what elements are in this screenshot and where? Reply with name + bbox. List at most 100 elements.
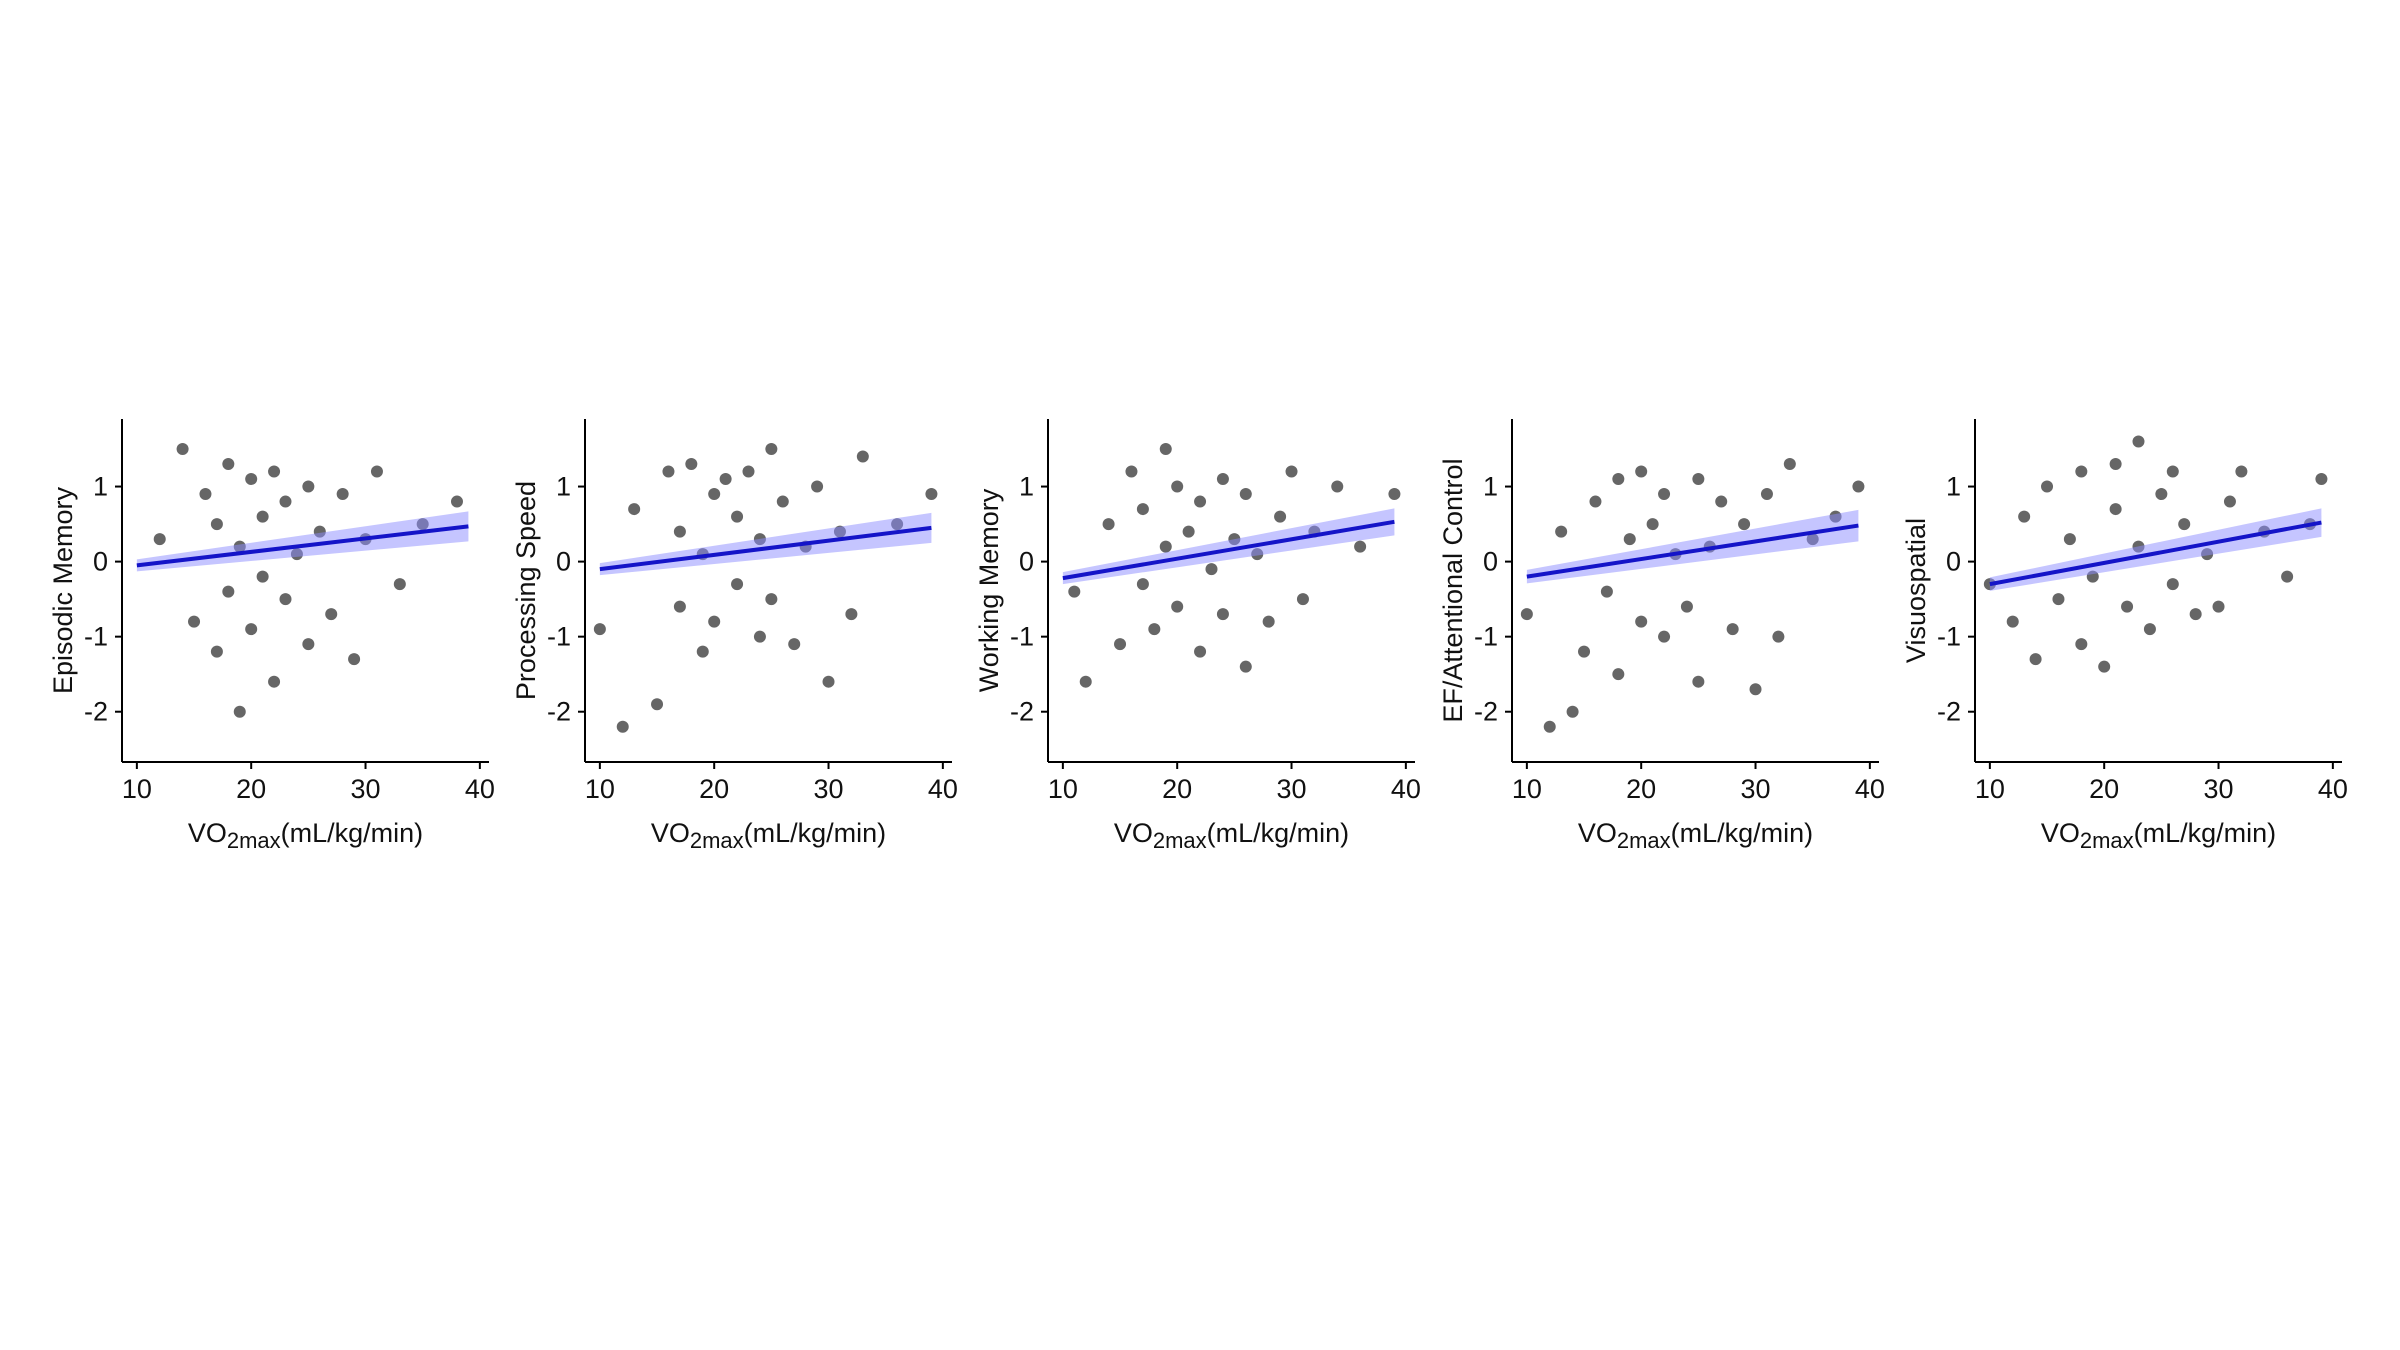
x-title-main: VO xyxy=(1114,818,1153,848)
confidence-band xyxy=(599,512,932,576)
point xyxy=(708,615,721,628)
y-tick-label: 0 xyxy=(1019,547,1034,577)
point xyxy=(2109,458,2122,471)
y-tick-label: -2 xyxy=(1010,697,1034,727)
x-title-unit: (mL/kg/min) xyxy=(744,818,887,848)
fit-line xyxy=(1526,523,1859,579)
point xyxy=(210,518,223,531)
point xyxy=(1783,458,1796,471)
point xyxy=(673,525,686,538)
point xyxy=(256,510,269,523)
point xyxy=(188,615,201,628)
point xyxy=(696,645,709,658)
point xyxy=(788,638,801,651)
point xyxy=(2189,608,2202,621)
point xyxy=(2132,435,2145,448)
x-title-main: VO xyxy=(1578,818,1617,848)
x-tick-label: 40 xyxy=(465,774,495,804)
panel: -2 -1 0 1 10 20 30 40 Working Memory VO2max(mL/kg… xyxy=(974,419,1421,853)
x-axis-title: VO2max(mL/kg/min) xyxy=(1114,818,1349,853)
x-tick-label: 10 xyxy=(1048,774,1078,804)
y-tick-label: 1 xyxy=(1019,472,1034,502)
x-tick-label: 10 xyxy=(1512,774,1542,804)
point xyxy=(1543,720,1556,733)
x-title-sub: 2max xyxy=(1617,828,1671,853)
y-tick-label: 1 xyxy=(93,472,108,502)
point xyxy=(2041,480,2054,493)
point xyxy=(1635,615,1648,628)
x-axis-title: VO2max(mL/kg/min) xyxy=(188,818,423,853)
point xyxy=(2121,600,2134,613)
point xyxy=(1612,668,1625,681)
x-title-unit: (mL/kg/min) xyxy=(281,818,424,848)
fit-line xyxy=(599,525,932,572)
x-tick-label: 30 xyxy=(350,774,380,804)
point xyxy=(336,488,349,501)
point xyxy=(1296,593,1309,606)
x-tick-label: 40 xyxy=(2318,774,2348,804)
point xyxy=(1239,660,1252,673)
x-title-main: VO xyxy=(2041,818,2080,848)
point xyxy=(1635,465,1648,478)
point xyxy=(719,473,732,486)
point xyxy=(1159,443,1172,456)
point xyxy=(1749,683,1762,696)
point xyxy=(1646,518,1659,531)
point xyxy=(1623,533,1636,546)
y-tick-label: -2 xyxy=(547,697,571,727)
panel: -2 -1 0 1 10 20 30 40 EF/Attentional Control VO2m… xyxy=(1438,419,1885,853)
x-tick-label: 10 xyxy=(1975,774,2005,804)
y-tick-label: 1 xyxy=(556,472,571,502)
x-title-sub: 2max xyxy=(2080,828,2134,853)
y-tick-label: 1 xyxy=(1483,472,1498,502)
point xyxy=(1852,480,1865,493)
point xyxy=(1194,495,1207,508)
point xyxy=(2018,510,2031,523)
point xyxy=(822,675,835,688)
point xyxy=(1114,638,1127,651)
panel: -2 -1 0 1 10 20 30 40 Episodic Memory VO2max(mL/k… xyxy=(48,419,495,853)
point xyxy=(222,585,235,598)
point xyxy=(1136,578,1149,591)
point xyxy=(256,570,269,583)
point xyxy=(1520,608,1533,621)
x-tick-label: 30 xyxy=(2204,774,2234,804)
point xyxy=(2075,465,2088,478)
x-title-sub: 2max xyxy=(690,828,744,853)
point xyxy=(199,488,212,501)
x-tick-label: 20 xyxy=(2089,774,2119,804)
point xyxy=(1715,495,1728,508)
y-tick-label: 0 xyxy=(1946,547,1961,577)
fit-line xyxy=(1989,520,2322,587)
y-tick-label: -1 xyxy=(1937,622,1961,652)
point xyxy=(1125,465,1138,478)
confidence-band xyxy=(136,511,469,572)
point xyxy=(1692,675,1705,688)
point xyxy=(279,495,292,508)
point xyxy=(1102,518,1115,531)
x-title-sub: 2max xyxy=(227,828,281,853)
point xyxy=(765,443,778,456)
point xyxy=(731,510,744,523)
point xyxy=(662,465,675,478)
point xyxy=(2178,518,2191,531)
x-tick-label: 10 xyxy=(585,774,615,804)
y-axis-title: EF/Attentional Control xyxy=(1438,458,1468,722)
point xyxy=(1555,525,1568,538)
x-title-main: VO xyxy=(188,818,227,848)
y-tick-label: -2 xyxy=(1937,697,1961,727)
point xyxy=(233,705,246,718)
point xyxy=(593,623,606,636)
x-tick-label: 40 xyxy=(928,774,958,804)
fit-line xyxy=(136,524,469,568)
point xyxy=(616,720,629,733)
y-tick-label: -2 xyxy=(1474,697,1498,727)
point xyxy=(1216,608,1229,621)
x-axis-title: VO2max(mL/kg/min) xyxy=(651,818,886,853)
point xyxy=(2166,465,2179,478)
point xyxy=(856,450,869,463)
point xyxy=(776,495,789,508)
point xyxy=(1159,540,1172,553)
y-axis-title: Processing Speed xyxy=(511,481,541,700)
